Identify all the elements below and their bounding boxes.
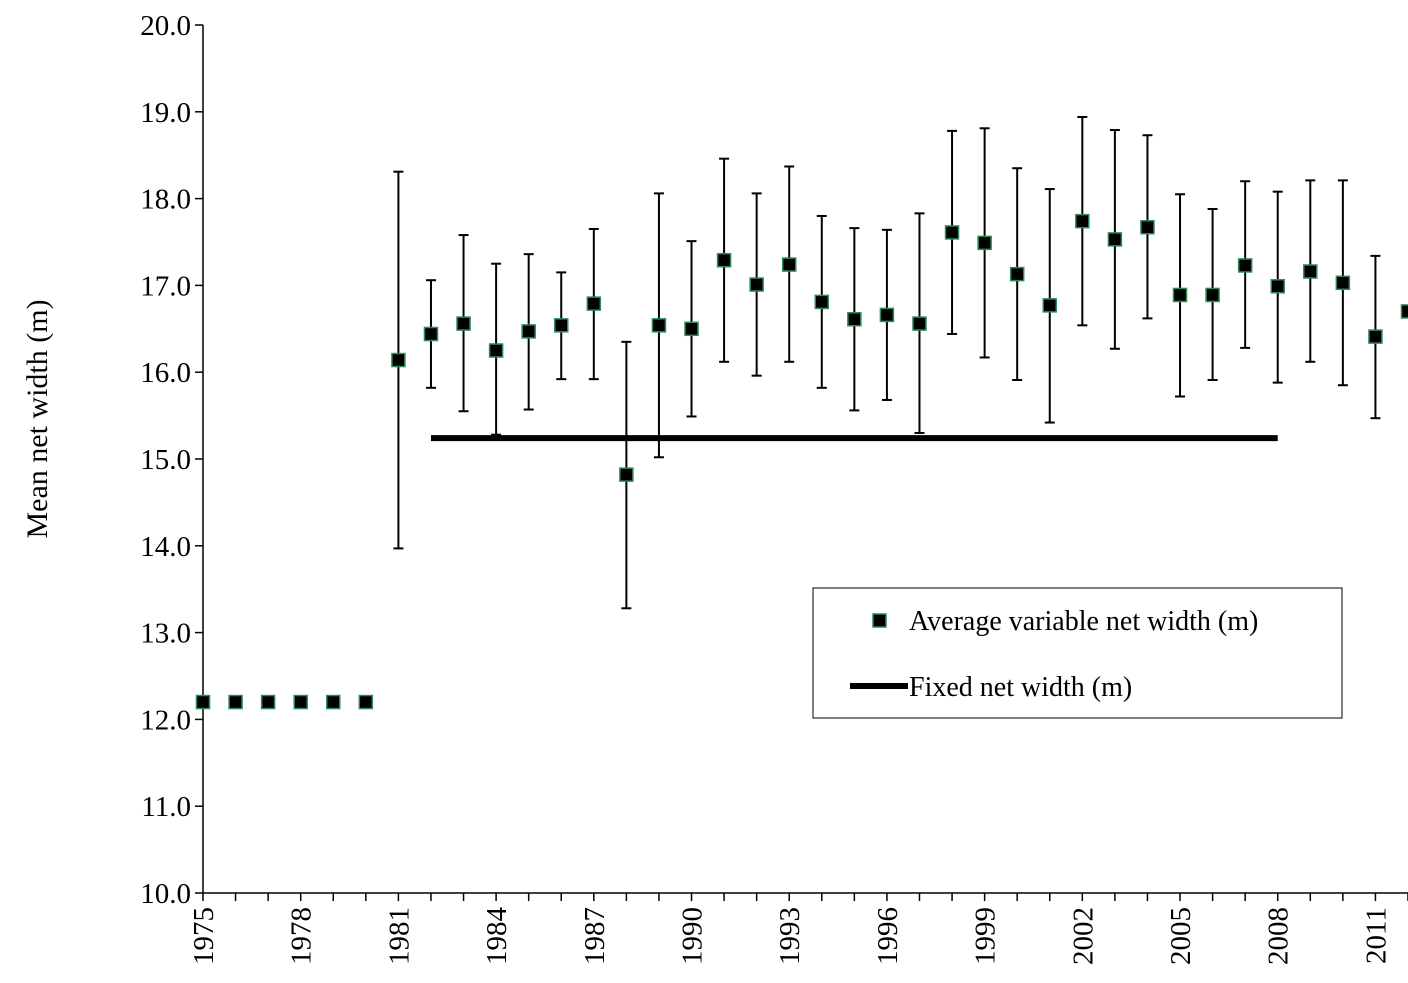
legend-box (812, 587, 1343, 719)
y-ticks: 10.0 11.0 12.0 13.0 14.0 15.0 16.0 17.0 18.0 19.0… (140, 10, 203, 910)
data-point-marker (651, 318, 667, 333)
data-point-marker (391, 352, 406, 368)
y-tick-label: 12.0 (140, 704, 191, 736)
y-tick-label: 15.0 (140, 444, 191, 476)
data-point-marker (814, 294, 830, 310)
data-point-marker (1172, 287, 1188, 303)
x-tick-label: 1996 (872, 907, 904, 965)
data-point-marker (912, 316, 927, 331)
data-point-marker (326, 694, 341, 710)
x-tick-label: 1987 (579, 907, 611, 965)
data-point-marker (1335, 275, 1351, 291)
x-tick-label: 2002 (1067, 907, 1099, 965)
data-point-marker (944, 225, 960, 240)
x-tick-label: 1978 (286, 907, 318, 965)
x-tick-label: 2005 (1165, 907, 1197, 965)
data-point-marker (423, 326, 439, 342)
x-tick-label: 2011 (1360, 907, 1392, 964)
data-point-marker (1075, 213, 1090, 229)
x-tick-label: 1990 (677, 907, 709, 965)
y-tick-label: 18.0 (140, 184, 191, 216)
y-axis-title: Mean net width (m) (21, 299, 54, 538)
data-point-marker (781, 257, 797, 272)
x-tick-label: 1981 (383, 907, 415, 965)
data-point-marker (977, 235, 992, 251)
data-point-marker (488, 343, 504, 358)
y-tick-label: 10.0 (140, 878, 191, 910)
data-point-marker (1400, 304, 1408, 319)
data-point-marker (553, 318, 569, 333)
data-point-marker (879, 307, 895, 323)
axes (202, 25, 1408, 894)
data-point-marker (1042, 298, 1058, 313)
data-point-marker (1368, 329, 1383, 344)
x-ticks: 1975 1978 1981 1984 1987 1990 1993 1996 1999 2002… (188, 893, 1408, 965)
data-point-marker (1140, 219, 1155, 235)
data-point-marker (1303, 264, 1318, 279)
y-tick-label: 19.0 (140, 97, 191, 129)
data-point-marker (619, 467, 634, 482)
data-point-marker (456, 316, 471, 331)
data-point-marker (195, 694, 211, 710)
data-point-marker (293, 694, 308, 710)
x-tick-label: 1999 (970, 907, 1002, 965)
markers (195, 213, 1408, 710)
data-point-marker (1270, 279, 1285, 294)
y-tick-label: 17.0 (140, 270, 191, 302)
data-point-marker (358, 694, 374, 710)
y-tick-label: 13.0 (140, 618, 191, 650)
x-tick-label: 1984 (481, 907, 513, 966)
x-tick-label: 2008 (1263, 907, 1295, 965)
data-point-marker (586, 296, 602, 311)
data-point-marker (1009, 266, 1025, 282)
y-tick-label: 11.0 (141, 791, 191, 823)
data-point-marker (228, 694, 243, 710)
data-point-marker (847, 312, 862, 327)
data-point-marker (749, 277, 764, 292)
x-tick-label: 1975 (188, 907, 220, 965)
data-point-marker (521, 324, 536, 339)
data-point-marker (1205, 287, 1220, 303)
data-point-marker (684, 321, 699, 337)
x-tick-label: 1993 (774, 907, 806, 965)
legend-label-average: Average variable net width (m) (909, 606, 1258, 637)
y-tick-label: 16.0 (140, 357, 191, 389)
data-point-marker (260, 694, 276, 710)
data-point-marker (716, 252, 732, 268)
legend: Average variable net width (m) Fixed net… (812, 587, 1343, 719)
data-point-marker (1237, 258, 1253, 273)
error-bars (393, 116, 1381, 610)
y-tick-label: 20.0 (140, 10, 191, 42)
y-tick-label: 14.0 (140, 531, 191, 563)
legend-label-fixed: Fixed net width (m) (909, 672, 1132, 703)
legend-marker-icon (872, 613, 887, 628)
data-point-marker (1107, 232, 1123, 247)
